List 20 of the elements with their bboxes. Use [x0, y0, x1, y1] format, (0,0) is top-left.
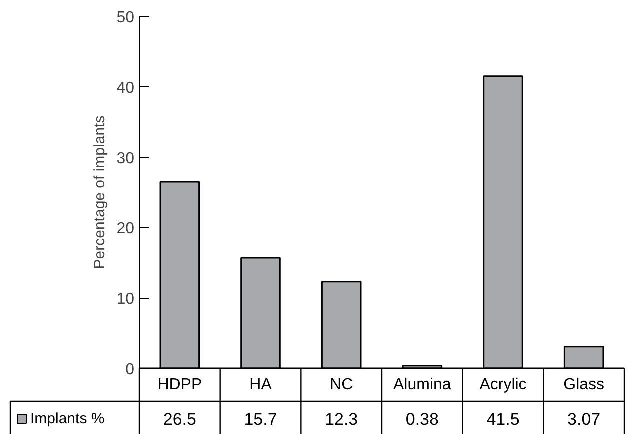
y-tick-label: 30: [116, 150, 135, 168]
data-label: 26.5: [163, 410, 196, 429]
data-label: 15.7: [244, 410, 278, 429]
x-tick-label: Acrylic: [480, 376, 527, 394]
legend-label: Implants %: [30, 410, 105, 428]
data-label: 41.5: [486, 410, 520, 429]
x-tick-label: HA: [250, 376, 272, 394]
y-tick-label: 20: [116, 220, 135, 238]
y-tick-label: 10: [116, 291, 135, 308]
y-tick-label: 40: [116, 80, 135, 97]
x-tick-label: Alumina: [394, 376, 452, 394]
data-label: 12.3: [325, 410, 358, 429]
y-tick-label: 50: [116, 10, 135, 26]
data-label: 0.38: [406, 410, 439, 429]
x-tick-label: Glass: [564, 376, 605, 394]
y-axis-title: Percentage of implants: [92, 116, 109, 270]
x-tick-label: NC: [330, 376, 354, 394]
x-tick-label: HDPP: [158, 376, 202, 394]
data-label: 3.07: [568, 410, 601, 429]
y-tick-label: 0: [126, 362, 135, 378]
